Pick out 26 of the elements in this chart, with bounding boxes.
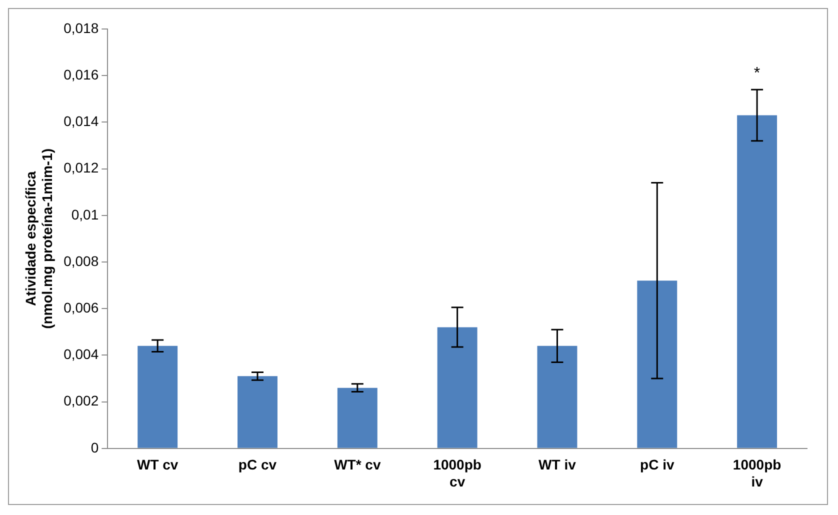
y-tick-label: 0,018 — [64, 20, 99, 36]
y-tick-label: 0,002 — [64, 392, 99, 409]
annotation: * — [754, 64, 760, 82]
bar — [138, 346, 178, 448]
x-tick-label: WT cv — [136, 456, 178, 473]
y-tick-label: 0,016 — [64, 66, 99, 82]
y-tick-label: 0,012 — [64, 160, 99, 176]
y-tick-label: 0,008 — [64, 252, 99, 269]
x-tick-label: 1000pb cv — [433, 456, 482, 490]
bar — [737, 115, 778, 448]
bar — [238, 376, 278, 448]
x-tick-label: 1000pb iv — [732, 456, 782, 490]
y-tick-label: 0,01 — [71, 206, 99, 222]
x-tick-label: WT iv — [538, 456, 576, 473]
y-tick-label: 0,004 — [64, 346, 99, 362]
y-tick-label: 0 — [90, 439, 99, 456]
y-axis-title: Atividade específica (nmol.mg proteína-1mim-1) — [22, 148, 56, 329]
bar — [337, 388, 378, 448]
bar — [537, 346, 578, 448]
x-tick-label: WT* cv — [334, 456, 381, 473]
y-tick-label: 0,014 — [64, 113, 99, 130]
bar — [637, 280, 678, 448]
x-tick-label: pC iv — [640, 456, 674, 473]
x-tick-label: pC cv — [238, 456, 277, 473]
y-tick-label: 0,006 — [64, 299, 99, 316]
bar — [437, 327, 478, 448]
